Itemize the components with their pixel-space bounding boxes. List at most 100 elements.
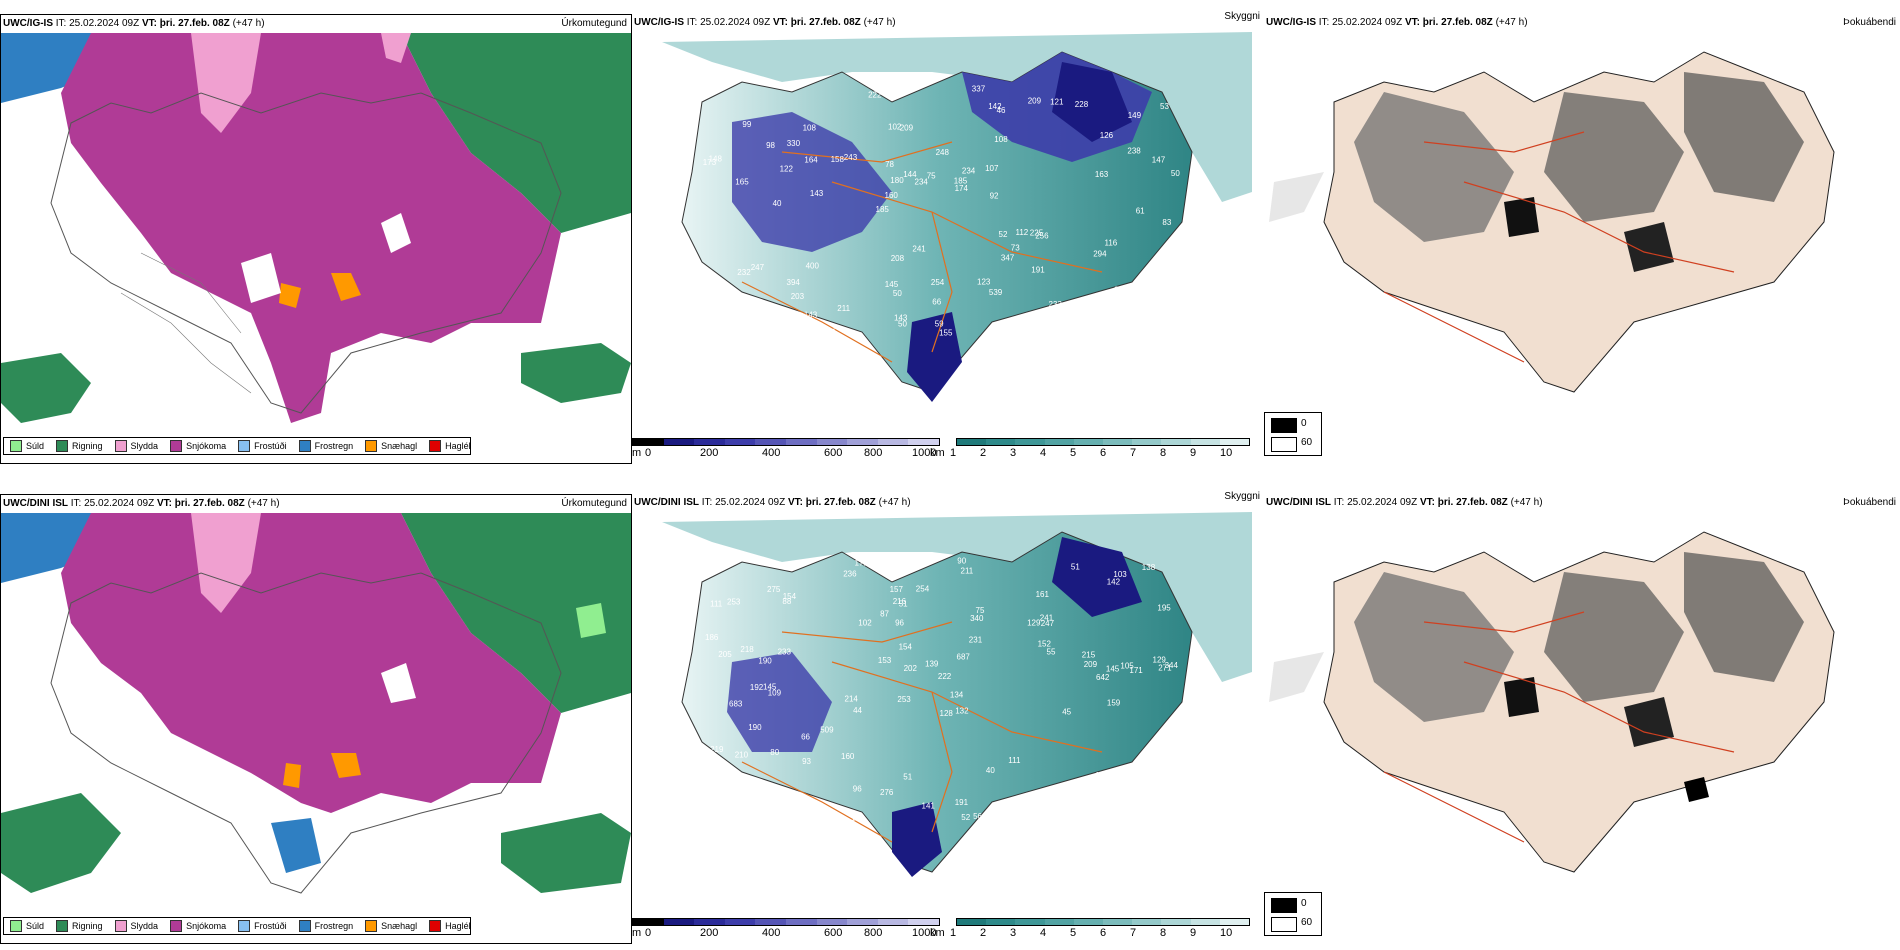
visibility-value-label: 185 xyxy=(876,205,890,214)
scale-tick: 800 xyxy=(864,927,883,939)
visibility-value-label: 159 xyxy=(756,322,770,331)
visibility-value-label: 216 xyxy=(1120,314,1134,323)
legend-item: Frostregn xyxy=(298,440,353,452)
visibility-value-label: 225 xyxy=(1030,229,1044,238)
fog-legend-high: 0 xyxy=(1301,418,1307,429)
legend-swatch xyxy=(429,440,442,452)
visibility-value-label: 195 xyxy=(1157,604,1171,613)
visibility-value-label: 121 xyxy=(1050,98,1064,107)
visibility-value-label: 222 xyxy=(938,672,952,681)
visibility-value-label: 111 xyxy=(710,600,723,609)
visibility-value-label: 171 xyxy=(1129,666,1143,675)
visibility-value-label: 122 xyxy=(780,164,794,173)
precip-legend-top: Súld Rigning Slydda Snjókoma Frostúði Fr… xyxy=(3,437,471,455)
visibility-value-label: 109 xyxy=(768,688,782,697)
vt-label: VT: xyxy=(141,18,157,29)
legend-swatch xyxy=(429,920,442,932)
scale-tick: 2 xyxy=(980,447,987,459)
visibility-value-label: 330 xyxy=(787,139,801,148)
fog-panel-bottom: UWC/DINI ISL IT: 25.02.2024 09Z VT: þri.… xyxy=(1264,494,1900,944)
fog-swatch-low xyxy=(1271,917,1297,932)
visibility-value-label: 93 xyxy=(802,757,811,766)
visibility-value-label: 642 xyxy=(1096,673,1110,682)
visibility-value-label: 59 xyxy=(935,319,944,328)
visibility-value-label: 102 xyxy=(888,123,902,132)
lead-time: (+47 h) xyxy=(1495,17,1528,28)
fog-swatch-high xyxy=(1271,898,1297,913)
scale-tick: 0 xyxy=(645,447,652,459)
scale-tick: 6 xyxy=(1100,447,1107,459)
fog-swatch-low xyxy=(1271,437,1297,452)
visibility-value-label: 92 xyxy=(990,192,999,201)
visibility-value-label: 50 xyxy=(898,320,907,329)
visibility-value-label: 238 xyxy=(1127,147,1141,156)
visibility-value-label: 99 xyxy=(742,120,751,129)
model-name: UWC/DINI ISL xyxy=(3,498,68,509)
visibility-value-label: 75 xyxy=(927,172,936,181)
precip-map-bottom xyxy=(1,513,631,923)
visibility-value-label: 233 xyxy=(778,648,792,657)
legend-label: Snjókoma xyxy=(186,921,227,931)
legend-label: Frostúði xyxy=(254,441,287,451)
visibility-labels-top: 216 165 149 185 108 108 102 248 247 243 127 203 209 2… xyxy=(703,76,1181,341)
visibility-value-label: 174 xyxy=(955,184,969,193)
legend-item: Rigning xyxy=(56,440,103,452)
valid-time: þri. 27.feb. 08Z xyxy=(805,497,876,508)
legend-item: Snæhagl xyxy=(365,920,417,932)
scale-tick: 3 xyxy=(1010,927,1017,939)
precip-panel-top: UWC/IG-IS IT: 25.02.2024 09Z VT: þri. 27… xyxy=(0,14,632,464)
visibility-value-label: 134 xyxy=(950,690,964,699)
legend-swatch xyxy=(298,920,311,932)
visibility-value-label: 161 xyxy=(1036,590,1050,599)
visibility-value-label: 256 xyxy=(1035,232,1049,241)
vis-scale-km-bottom: km 1 2 3 4 5 6 7 8 9 10 xyxy=(930,918,1250,940)
visibility-value-label: 142 xyxy=(1107,578,1121,587)
visibility-value-label: 116 xyxy=(1105,238,1118,247)
visibility-map-bottom: 171 161 271 253 132 145 253 129 683 340 222 240 236 2… xyxy=(632,512,1252,912)
fog-legend-low: 60 xyxy=(1301,917,1313,928)
scale-tick: 9 xyxy=(1190,927,1197,939)
visibility-value-label: 158 xyxy=(831,155,845,164)
visibility-value-label: 102 xyxy=(858,619,872,628)
init-time: 25.02.2024 09Z xyxy=(84,498,155,509)
visibility-value-label: 205 xyxy=(718,650,732,659)
visibility-value-label: 143 xyxy=(894,313,908,322)
scale-tick: 8 xyxy=(1160,927,1167,939)
vis-scale-km-top: km 1 2 3 4 5 6 7 8 9 10 xyxy=(930,438,1250,460)
scale-tick: 4 xyxy=(1040,927,1047,939)
scale-tick: 400 xyxy=(762,447,781,459)
visibility-value-label: 143 xyxy=(804,311,818,320)
visibility-value-label: 119 xyxy=(1167,743,1180,752)
scale-tick: 400 xyxy=(762,927,781,939)
legend-swatch xyxy=(10,920,22,932)
scale-tick: 0 xyxy=(645,927,652,939)
lead-time: (+47 h) xyxy=(863,17,896,28)
scale-tick: 10 xyxy=(1220,447,1233,459)
visibility-value-label: 203 xyxy=(791,292,805,301)
legend-label: Slydda xyxy=(130,441,159,451)
fog-legend-top: 0 60 xyxy=(1264,412,1322,456)
visibility-value-label: 80 xyxy=(770,748,779,757)
visibility-value-label: 52 xyxy=(961,813,970,822)
visibility-value-label: 185 xyxy=(954,177,968,186)
visibility-value-label: 63 xyxy=(1137,814,1146,823)
visibility-value-label: 240 xyxy=(717,328,731,337)
visibility-value-label: 108 xyxy=(994,135,1008,144)
visibility-value-label: 126 xyxy=(1082,314,1096,323)
visibility-value-label: 337 xyxy=(972,85,986,94)
visibility-value-label: 222 xyxy=(868,90,882,99)
visibility-value-label: 355 xyxy=(758,332,772,341)
visibility-value-label: 51 xyxy=(903,773,912,782)
it-label: IT: xyxy=(701,497,713,508)
scale-tick: 800 xyxy=(864,447,883,459)
fog-header-bottom: UWC/DINI ISL IT: 25.02.2024 09Z VT: þri.… xyxy=(1266,496,1896,510)
visibility-value-label: 90 xyxy=(957,556,966,565)
legend-label: Frostúði xyxy=(254,921,287,931)
visibility-value-label: 145 xyxy=(1106,664,1120,673)
visibility-value-label: 145 xyxy=(885,280,899,289)
scale-tick: 1 xyxy=(950,927,957,939)
legend-item: Frostúði xyxy=(238,440,287,452)
valid-time: þri. 27.feb. 08Z xyxy=(1422,17,1493,28)
visibility-value-label: 228 xyxy=(1075,100,1089,109)
visibility-value-label: 318 xyxy=(718,80,732,89)
